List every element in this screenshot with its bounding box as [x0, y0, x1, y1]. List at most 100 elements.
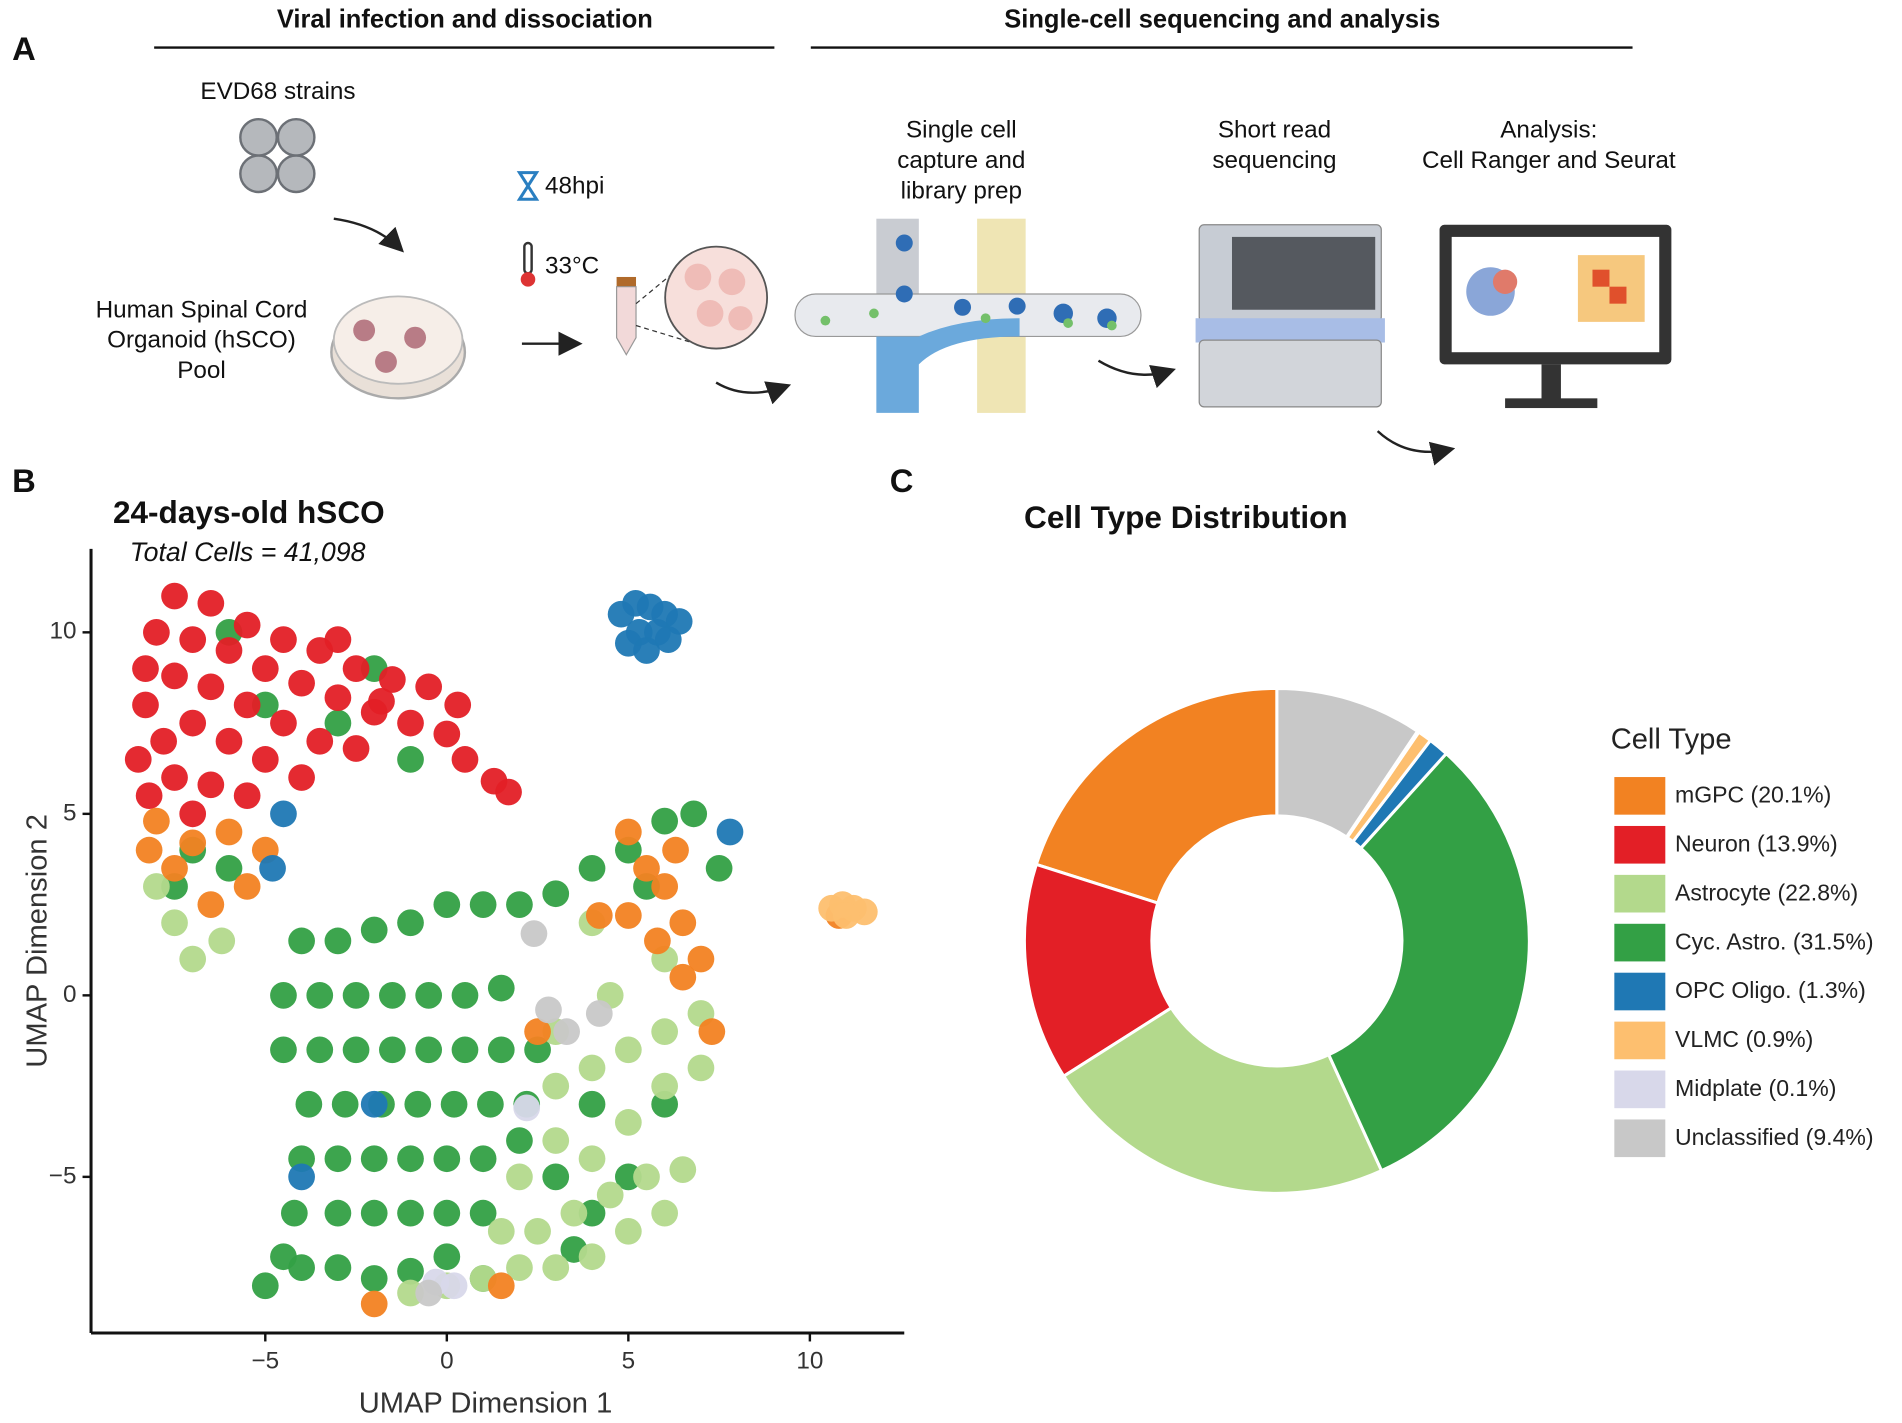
point [324, 709, 352, 737]
point [651, 873, 679, 900]
point [415, 1036, 443, 1064]
point [161, 582, 188, 610]
point [669, 963, 697, 991]
y-tick-label: 0 [63, 981, 77, 1008]
point [440, 1272, 468, 1300]
legend-label: mGPC (20.1%) [1675, 782, 1831, 808]
time-label: 48hpi [545, 173, 604, 200]
point [124, 746, 152, 773]
point [651, 1018, 679, 1046]
y-tick-label: −5 [49, 1162, 77, 1189]
legend-label: Midplate (0.1%) [1675, 1075, 1836, 1101]
point [397, 1199, 424, 1227]
legend-title: Cell Type [1611, 723, 1732, 755]
point [342, 982, 370, 1009]
point [132, 691, 159, 719]
point [233, 873, 261, 900]
legend-label: VLMC (0.9%) [1675, 1026, 1813, 1052]
point [578, 1145, 606, 1173]
point [542, 880, 570, 908]
x-tick-label: 10 [796, 1347, 823, 1374]
step-label: sequencing [1212, 147, 1336, 174]
point [368, 687, 395, 715]
point [451, 982, 479, 1009]
legend-swatch [1614, 1070, 1666, 1109]
points [124, 582, 878, 1318]
organoid-label: Human Spinal Cord [96, 296, 308, 323]
organoid-label: Organoid (hSCO) [107, 327, 296, 354]
point [379, 1036, 406, 1064]
point [233, 691, 261, 719]
point [179, 945, 207, 973]
point [397, 746, 424, 773]
legend-swatch [1614, 825, 1666, 864]
point [654, 626, 682, 653]
point [433, 720, 461, 748]
point [259, 854, 286, 882]
point [585, 902, 613, 929]
point [397, 709, 424, 737]
point [135, 782, 163, 810]
point [487, 1272, 515, 1300]
point [560, 1199, 588, 1227]
point [553, 1018, 580, 1046]
point [342, 1036, 370, 1064]
point [633, 854, 660, 882]
chart-title: Cell Type Distribution [1024, 499, 1348, 535]
hourglass-icon [516, 171, 540, 201]
point [404, 1090, 432, 1118]
point [687, 1054, 715, 1082]
point [506, 891, 533, 918]
step-label: Analysis: [1500, 117, 1597, 144]
point [578, 1054, 606, 1082]
point [415, 982, 443, 1009]
panel-a: A Viral infection and dissociation Singl… [12, 6, 1676, 466]
point [433, 1243, 461, 1271]
point [324, 1199, 352, 1227]
point [433, 1199, 461, 1227]
point [161, 764, 188, 791]
step-label: Short read [1218, 117, 1331, 144]
point [542, 1254, 570, 1281]
point [143, 618, 170, 646]
point [535, 996, 562, 1024]
point [524, 1018, 551, 1046]
legend-swatch [1614, 1119, 1666, 1158]
point [651, 807, 679, 835]
point [397, 909, 424, 937]
point [633, 1163, 660, 1191]
step-label: capture and [897, 147, 1025, 174]
point [451, 746, 479, 773]
y-tick-label: 10 [49, 618, 76, 645]
microfluidic-chip [794, 218, 1142, 413]
point [251, 655, 279, 682]
point [135, 836, 163, 864]
point [614, 1217, 642, 1245]
x-axis-label: UMAP Dimension 1 [359, 1387, 613, 1419]
point [520, 920, 548, 947]
tube-icon [615, 245, 769, 356]
point [687, 945, 715, 973]
point [585, 1000, 613, 1027]
point [324, 684, 352, 712]
point [651, 1072, 679, 1100]
point [306, 982, 334, 1009]
legend-label: Cyc. Astro. (31.5%) [1675, 928, 1874, 954]
point [342, 735, 370, 762]
legend-swatch [1614, 923, 1666, 962]
y-axis-label: UMAP Dimension 2 [22, 814, 54, 1068]
point [288, 1163, 315, 1191]
point [433, 891, 461, 918]
legend-swatch [1614, 1021, 1666, 1060]
arrow [1376, 430, 1456, 466]
point [197, 673, 225, 701]
point [324, 1145, 352, 1173]
point [614, 818, 642, 846]
point [444, 691, 472, 719]
x-tick-label: 0 [440, 1347, 454, 1374]
point [487, 1217, 515, 1245]
chart-subtitle: Total Cells = 41,098 [130, 537, 366, 567]
point [651, 1199, 679, 1227]
point [179, 800, 207, 828]
point [705, 854, 733, 882]
